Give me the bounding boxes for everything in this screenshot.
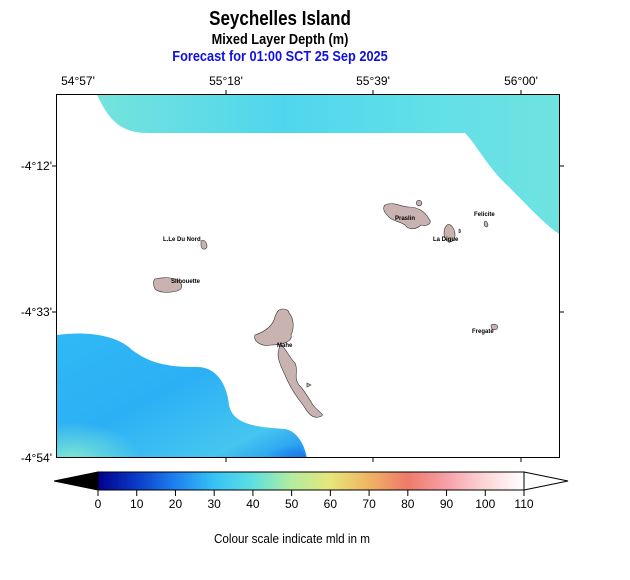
colorbar-min-arrow: [54, 471, 99, 491]
map-subtitle: Mixed Layer Depth (m): [211, 31, 349, 48]
marianne-island: [458, 228, 461, 234]
lon-label: 55°18': [209, 74, 243, 88]
colorbar-tick-label: 110: [514, 497, 534, 511]
lon-label: 54°57': [61, 74, 95, 88]
colorbar-tick-label: 60: [323, 497, 338, 511]
lon-label: 55°39': [356, 74, 390, 88]
colorbar-tick-label: 10: [130, 497, 144, 511]
island-label-praslin: Praslin: [395, 216, 416, 222]
colorbar-tick-label: 80: [401, 497, 415, 511]
colorbar-tick-label: 100: [475, 497, 496, 511]
colorbar-tick-label: 50: [284, 497, 299, 511]
map-area: Mahe Praslin La Digue Felicite Fregate S…: [56, 94, 560, 458]
la-digue-island: [443, 224, 456, 243]
lat-label: -4°12': [20, 159, 52, 173]
map-title: Seychelles Island: [209, 8, 351, 30]
felicite-island: [483, 220, 489, 228]
colorbar-ramp: [97, 471, 525, 491]
mld-region-north: [57, 95, 559, 234]
colorbar-tick-label: 90: [439, 497, 454, 511]
curieuse-island: [416, 200, 423, 207]
lat-label: -4°54': [20, 451, 52, 465]
colorbar-caption: Colour scale indicate mld in m: [213, 531, 371, 546]
forecast-time: Forecast for 01:00 SCT 25 Sep 2025: [172, 48, 388, 65]
colorbar-tick-label: 30: [207, 497, 221, 511]
fregate-island: [490, 323, 498, 331]
lat-label: -4°33': [20, 305, 52, 319]
axis-ticks: [52, 90, 564, 462]
mld-field: [57, 95, 559, 457]
island-label-ile-du-nord: L.Le Du Nord: [163, 237, 201, 243]
island-label-mahe: Mahe: [277, 343, 293, 349]
mahe-island: [254, 308, 323, 418]
island-label-la-digue: La Digue: [433, 237, 459, 243]
colorbar-tick-label: 20: [168, 497, 183, 511]
praslin-island: [383, 203, 431, 230]
ile-du-nord-island: [200, 240, 208, 250]
lon-label: 56°00': [504, 74, 538, 88]
colorbar-tick-label: 70: [362, 497, 376, 511]
colorbar: [54, 471, 569, 496]
island-label-felicite: Felicite: [474, 212, 495, 218]
colorbar-tick-label: 40: [246, 497, 260, 511]
island-label-silhouette: Silhouette: [171, 279, 201, 285]
colorbar-max-arrow: [523, 471, 569, 491]
island-label-fregate: Fregate: [472, 329, 494, 335]
silhouette-island: [153, 277, 183, 293]
colorbar-tick-label: 0: [94, 497, 102, 511]
